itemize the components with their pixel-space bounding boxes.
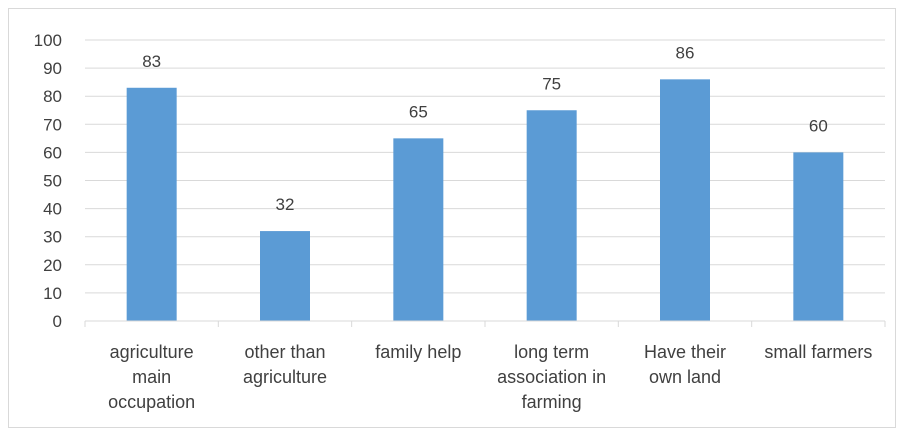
x-tick-label-line: association in: [497, 367, 606, 387]
x-tick-label-line: farming: [522, 392, 582, 412]
x-tick-label-line: other than: [244, 342, 325, 362]
x-tick-label: agriculture main occupation: [108, 342, 195, 412]
y-tick-label: 40: [43, 200, 62, 219]
data-labels: 83 32 65 75 86 60: [142, 43, 828, 214]
y-tick-label: 70: [43, 115, 62, 134]
x-axis-tick-labels: agriculture main occupation other than agric…: [108, 342, 872, 412]
bar: [526, 110, 577, 321]
data-label: 75: [542, 74, 561, 93]
y-tick-label: 10: [43, 284, 62, 303]
grid-lines: [85, 39, 885, 294]
x-tick-label-line: Have their: [644, 342, 726, 362]
bar: [260, 231, 310, 321]
bar: [660, 79, 710, 321]
x-axis: [84, 320, 886, 327]
y-axis-tick-labels: 0 10 20 30 40 50 60 70 80 90 100: [34, 31, 62, 331]
bar: [126, 87, 177, 322]
x-tick-label-line: small farmers: [764, 342, 872, 362]
x-tick-label-line: family help: [375, 342, 461, 362]
y-tick-label: 60: [43, 143, 62, 162]
x-tick-label-line: long term: [514, 342, 589, 362]
y-tick-label: 0: [53, 312, 62, 331]
y-tick-label: 20: [43, 256, 62, 275]
x-tick-label-line: own land: [649, 367, 721, 387]
x-tick-label-line: agriculture: [110, 342, 194, 362]
data-label: 86: [676, 43, 695, 62]
data-label: 60: [809, 116, 828, 135]
y-tick-label: 90: [43, 59, 62, 78]
x-tick-label-line: agriculture: [243, 367, 327, 387]
x-tick-label: other than agriculture: [243, 342, 327, 387]
y-tick-label: 50: [43, 172, 62, 191]
data-label: 83: [142, 52, 161, 71]
x-tick-label-line: main: [132, 367, 171, 387]
x-tick-label: family help: [375, 342, 461, 362]
x-tick-label: small farmers: [764, 342, 872, 362]
bar: [393, 138, 444, 321]
bar: [793, 152, 844, 321]
y-tick-label: 100: [34, 31, 62, 50]
x-tick-label: Have their own land: [644, 342, 726, 387]
data-label: 65: [409, 102, 428, 121]
bars: [126, 79, 844, 322]
data-label: 32: [276, 195, 295, 214]
x-tick-label-line: occupation: [108, 392, 195, 412]
y-tick-label: 30: [43, 228, 62, 247]
y-tick-label: 80: [43, 87, 62, 106]
x-tick-label: long term association in farming: [497, 342, 606, 412]
